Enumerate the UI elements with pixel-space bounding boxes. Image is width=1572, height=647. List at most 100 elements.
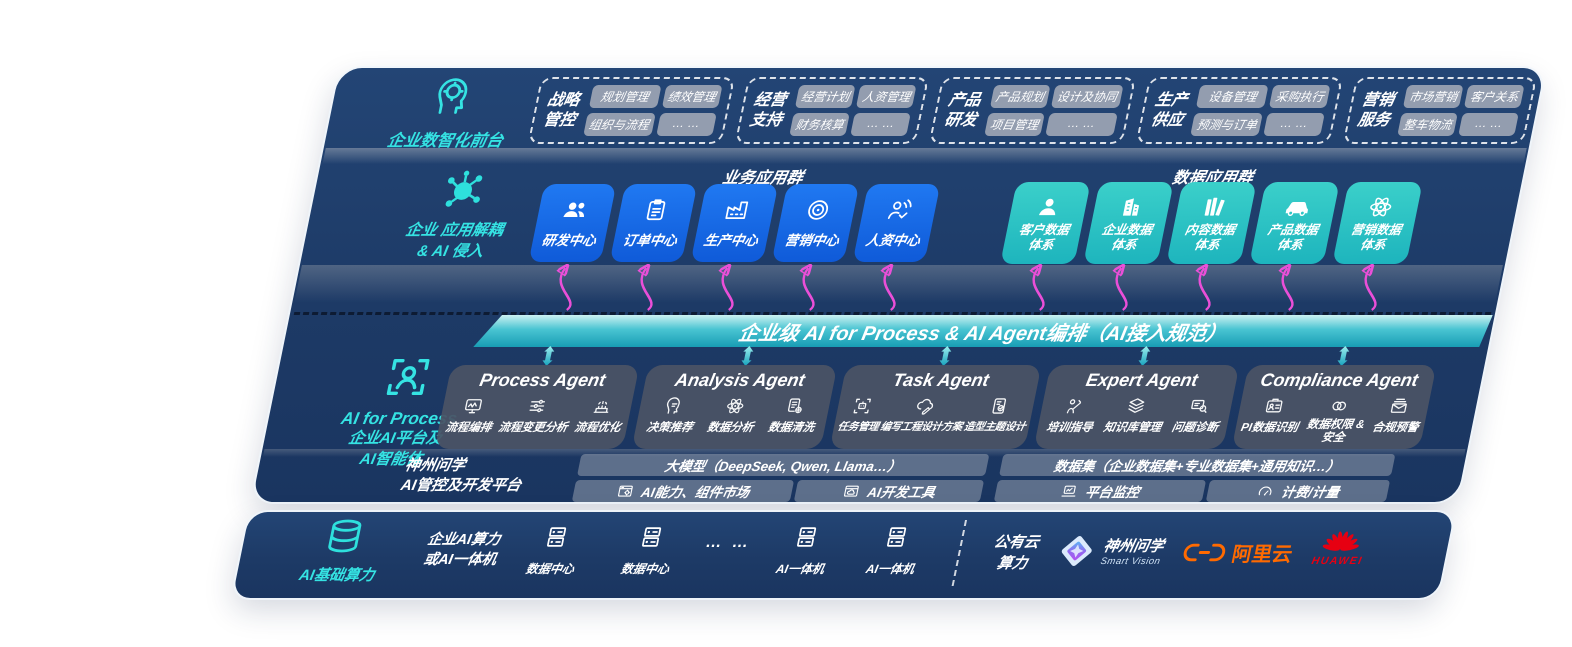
capability: 流程编排 [444,396,498,435]
vendor-name: 阿里云 [1229,544,1295,566]
group-pills: 经营计划 人资管理 财务核算 … … [789,85,917,136]
smart-vision-text: 神州问学 Smart Vision [1099,535,1166,567]
group-pills: 市场营销 客户关系 整车物流 … … [1397,85,1525,136]
diagnose-icon [1187,396,1211,416]
public-cloud-line1: 公有云 [992,534,1041,551]
front-office-label: 企业数智化前台 [385,132,505,150]
capability: 流程优化 [573,396,627,435]
books-icon [1199,194,1230,220]
capability-name: PI数据识别 [1239,422,1300,434]
link-rings-icon [1327,396,1351,416]
id-card-icon [1262,396,1286,416]
double-arrow-icon [934,346,956,366]
dataset-bar: 数据集（企业数据集+专业数据集+通用知识…） [998,454,1396,476]
ai-capability-market-bar: AI能力、组件市场 [571,480,795,502]
module-pill: 人资管理 [856,85,917,108]
server-icon [636,524,667,550]
module-pill: 绩效管理 [661,85,723,108]
sliders-icon [525,396,549,416]
factory-icon [721,197,752,223]
server-icon [791,524,822,550]
capability: 数据分析 [706,396,760,435]
capability-name: 流程优化 [573,422,622,434]
module-pill: … … [1045,113,1118,136]
vendor-subname: Smart Vision [1099,556,1162,567]
data-box-customer: 客户数据体系 [1000,182,1091,264]
layer-dashed-divider [293,312,1492,315]
diagram-wrap: 企业数智化前台 战略管控 规划管理 绩效管理 组织与流程 … … 经营支持 经营… [232,68,1546,598]
module-pill: 项目管理 [984,113,1045,136]
agent-title: Task Agent [891,370,991,390]
module-pill: … … [1458,113,1519,136]
group-title: 战略管控 [541,91,582,129]
agent-capabilities: 任务管理 编写工程设计方案 造型主题设计 [832,396,1035,434]
team-icon [559,197,590,223]
infrastructure-panel: AI基础算力 企业AI算力 或AI一体机 数据中心 数据中心 … … AI一体机… [232,512,1455,598]
module-pill: 预测与订单 [1190,113,1264,136]
platform-label: 神州问学 AI管控及开发平台 [399,456,587,497]
agent-title: Analysis Agent [673,370,807,390]
brain-head-icon [428,74,481,118]
capability-name: 知识库管理 [1102,422,1163,434]
group-product: 产品研发 产品规划 设计及协同 项目管理 … … [928,77,1137,144]
data-box-marketing: 营销数据体系 [1332,182,1423,264]
group-strategy: 战略管控 规划管理 绩效管理 组织与流程 … … [527,77,735,144]
capability-name: 流程编排 [444,422,493,434]
ai-platform-label-block: AI for Process 企业AI平台及 AI智能体 [286,354,515,471]
app-name: 营销中心 [783,233,841,248]
agent-capabilities: 培训指导 知识库管理 问题诊断 [1037,396,1233,435]
capability: 任务管理 [836,396,885,434]
tool-name: AI能力、组件市场 [639,485,751,500]
app-box-marketing: 营销中心 [771,184,860,262]
vendor-smart-vision: 神州问学 Smart Vision [1054,532,1167,570]
node-name: AI一体机 [774,562,826,576]
capability-name: 合规预警 [1370,422,1420,434]
task-agent-card: Task Agent 任务管理 编写工程设计方案 造型主题设计 [829,365,1042,449]
capability-name: 造型主题设计 [962,421,1027,433]
model-bar: 大模型（DeepSeek, Qwen, Llama…） [576,454,990,476]
front-office-label-block: 企业数智化前台 [353,74,549,151]
trainer-icon [1062,396,1086,416]
app-name: 生产中心 [702,233,760,248]
ai-orchestration-banner: 企业级 AI for Process & AI Agent编排（AI接入规范） [473,315,1493,347]
analysis-agent-card: Analysis Agent 决策推荐 数据分析 数据清洗 [631,365,838,449]
module-pill: 整车物流 [1397,113,1458,136]
double-arrow-icon [736,346,758,366]
atom-icon [723,396,747,416]
server-icon [881,524,912,550]
module-pill: 经营计划 [795,85,856,108]
capability: 数据清洗 [767,396,821,435]
infrastructure-label: AI基础算力 [297,567,376,584]
module-pill: 规划管理 [588,85,662,108]
data-app-group: 客户数据体系 企业数据体系 内容数据体系 产品数据体系 营销数据体系 [1000,182,1423,264]
person-icon [1033,194,1064,220]
module-pill: 市场营销 [1402,85,1464,108]
machine-icon [590,396,614,416]
module-pill: 组织与流程 [582,113,656,136]
node-datacenter-1: 数据中心 [510,524,597,577]
window-gear-icon [615,483,635,500]
module-pill: … … [655,113,717,136]
agent-capabilities: 流程编排 流程变更分析 流程优化 [437,396,633,435]
capability-name: 任务管理 [836,421,880,433]
capability-name: 数据分析 [706,422,755,434]
group-marketing: 营销服务 市场营销 客户关系 整车物流 … … [1342,77,1538,144]
app-box-rnd: 研发中心 [528,184,617,262]
infrastructure-label-block: AI基础算力 [275,517,409,585]
tool-name: 平台监控 [1083,485,1141,500]
module-pill: … … [850,113,912,136]
app-name: 人资中心 [864,233,922,248]
compliance-agent-card: Compliance Agent PI数据识别 数据权限 & 安全 合规预警 [1231,365,1437,449]
server-icon [541,524,572,550]
group-supply: 生产供应 设备管理 采购执行 预测与订单 … … [1135,77,1343,144]
module-pill: 采购执行 [1269,85,1331,108]
data-box-product: 产品数据体系 [1249,182,1340,264]
data-box-enterprise: 企业数据体系 [1083,182,1174,264]
group-title: 营销服务 [1356,91,1396,129]
public-cloud-line2: 算力 [995,555,1029,572]
person-signal-icon [883,197,914,223]
capability-name: 培训指导 [1045,422,1094,434]
expert-agent-card: Expert Agent 培训指导 知识库管理 问题诊断 [1033,365,1240,449]
platform-label-line1: 神州问学 [403,457,467,474]
capability: 培训指导 [1045,396,1099,435]
